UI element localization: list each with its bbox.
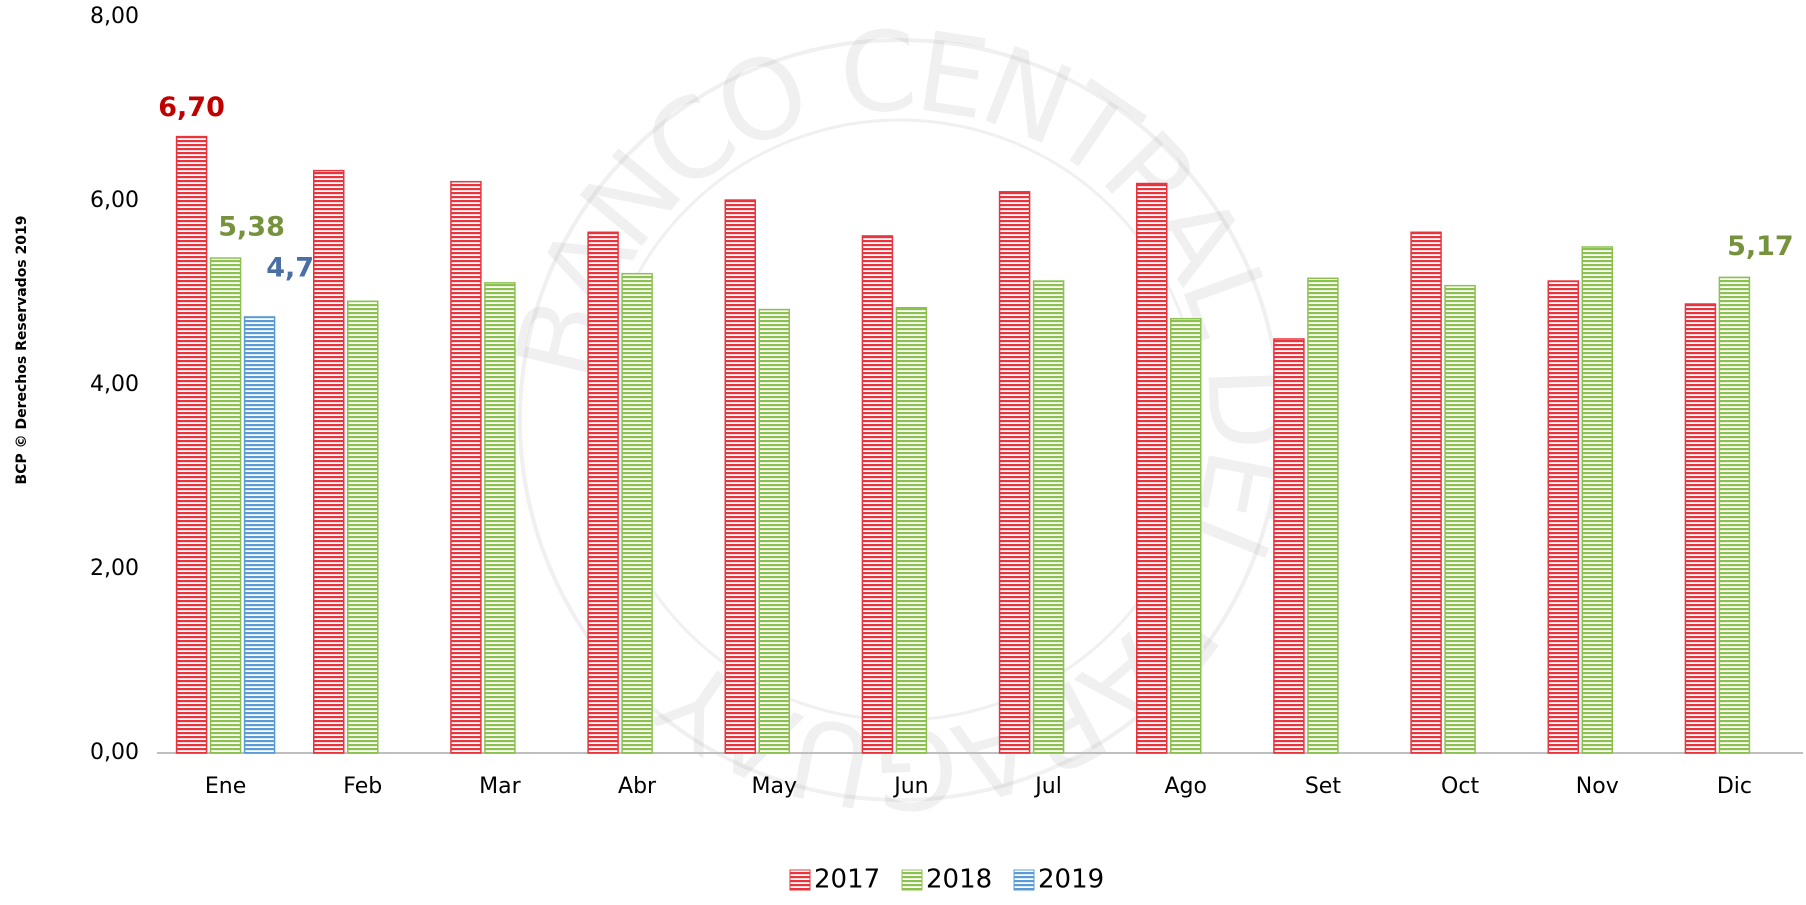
bar bbox=[450, 180, 482, 754]
legend-swatch bbox=[901, 869, 923, 891]
legend-label: 2019 bbox=[1038, 865, 1104, 895]
y-tick-label: 0,00 bbox=[90, 740, 139, 765]
bar bbox=[313, 169, 345, 754]
bar bbox=[587, 231, 619, 754]
bar bbox=[1307, 277, 1339, 754]
bar bbox=[347, 300, 379, 754]
data-label: 5,17 bbox=[1727, 231, 1794, 262]
x-tick-label: Abr bbox=[618, 774, 657, 799]
y-tick-label: 6,00 bbox=[90, 188, 139, 213]
legend-swatch bbox=[789, 869, 811, 891]
bar bbox=[1170, 318, 1202, 754]
bar bbox=[484, 282, 516, 754]
bar bbox=[1718, 276, 1751, 754]
x-tick-label: Jun bbox=[892, 774, 928, 799]
side-text: BCP © Derechos Reservados 2019 bbox=[14, 216, 30, 485]
y-tick-label: 4,00 bbox=[90, 372, 139, 397]
data-label: 5,38 bbox=[218, 212, 285, 243]
x-tick-label: Ago bbox=[1165, 774, 1207, 799]
bar bbox=[998, 191, 1031, 754]
x-tick-label: Set bbox=[1305, 774, 1342, 799]
y-tick-label: 2,00 bbox=[90, 556, 139, 581]
x-tick-label: Ene bbox=[205, 774, 246, 799]
bar bbox=[621, 272, 653, 754]
legend-label: 2017 bbox=[814, 865, 880, 895]
bar bbox=[1032, 280, 1065, 754]
bar bbox=[758, 308, 790, 754]
bar bbox=[1136, 182, 1168, 754]
bar bbox=[175, 135, 208, 754]
bar bbox=[1547, 280, 1579, 754]
x-tick-label: Mar bbox=[479, 774, 521, 799]
bar bbox=[243, 316, 276, 754]
bar bbox=[1444, 284, 1476, 754]
x-tick-label: Feb bbox=[343, 774, 382, 799]
x-tick-label: Oct bbox=[1441, 774, 1479, 799]
bar bbox=[209, 257, 242, 754]
bar bbox=[1410, 231, 1442, 754]
legend-swatch bbox=[1013, 869, 1035, 891]
bar bbox=[895, 306, 928, 754]
bar bbox=[1684, 303, 1717, 754]
bar bbox=[1581, 246, 1613, 754]
x-tick-label: Dic bbox=[1717, 774, 1752, 799]
bar bbox=[724, 199, 756, 754]
data-label: 6,70 bbox=[158, 92, 225, 123]
x-tick-label: Jul bbox=[1033, 774, 1062, 799]
bar bbox=[1273, 338, 1305, 754]
bar bbox=[861, 235, 894, 754]
x-tick-label: May bbox=[752, 774, 797, 799]
x-tick-label: Nov bbox=[1576, 774, 1619, 799]
legend-label: 2018 bbox=[926, 865, 992, 895]
y-tick-label: 8,00 bbox=[90, 4, 139, 29]
